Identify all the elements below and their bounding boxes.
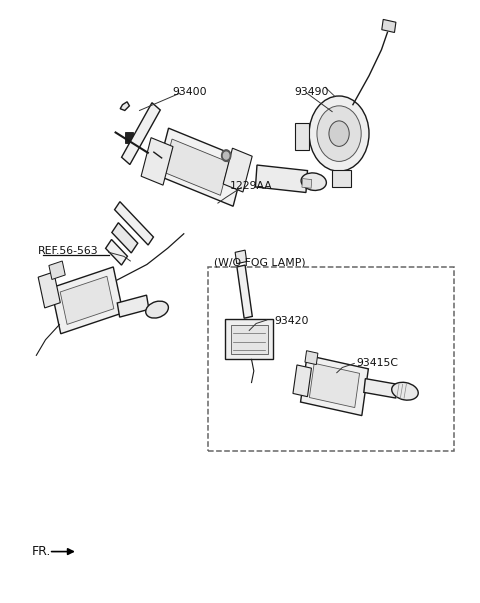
Ellipse shape bbox=[146, 301, 168, 318]
Bar bbox=[208, 267, 454, 451]
Text: 1229AA: 1229AA bbox=[230, 181, 273, 191]
Polygon shape bbox=[382, 19, 396, 33]
Polygon shape bbox=[293, 365, 312, 397]
Polygon shape bbox=[332, 170, 350, 188]
Polygon shape bbox=[106, 239, 127, 265]
Text: 93415C: 93415C bbox=[357, 358, 398, 368]
Text: 93490: 93490 bbox=[294, 87, 329, 97]
Polygon shape bbox=[164, 139, 229, 195]
Circle shape bbox=[309, 96, 369, 171]
Polygon shape bbox=[305, 351, 318, 365]
Text: (W/O FOG LAMP): (W/O FOG LAMP) bbox=[214, 258, 305, 268]
Polygon shape bbox=[121, 103, 160, 165]
Polygon shape bbox=[112, 223, 138, 253]
Text: REF.56-563: REF.56-563 bbox=[38, 246, 99, 256]
Polygon shape bbox=[117, 295, 149, 317]
Polygon shape bbox=[310, 364, 360, 408]
Polygon shape bbox=[302, 178, 312, 188]
Ellipse shape bbox=[301, 173, 326, 191]
Polygon shape bbox=[156, 128, 245, 206]
Polygon shape bbox=[364, 379, 397, 398]
Circle shape bbox=[329, 121, 349, 147]
Circle shape bbox=[222, 150, 231, 162]
Circle shape bbox=[223, 152, 229, 159]
Text: 93400: 93400 bbox=[172, 87, 206, 97]
Polygon shape bbox=[49, 261, 65, 279]
Polygon shape bbox=[141, 137, 173, 185]
Polygon shape bbox=[237, 265, 252, 318]
Polygon shape bbox=[223, 148, 252, 192]
Polygon shape bbox=[115, 201, 154, 245]
Text: FR.: FR. bbox=[32, 545, 51, 558]
Polygon shape bbox=[235, 250, 247, 264]
Circle shape bbox=[317, 106, 361, 162]
Polygon shape bbox=[300, 355, 368, 415]
Ellipse shape bbox=[392, 382, 418, 400]
Polygon shape bbox=[231, 324, 268, 353]
Polygon shape bbox=[225, 319, 274, 359]
Polygon shape bbox=[255, 165, 308, 192]
Polygon shape bbox=[295, 124, 309, 150]
Polygon shape bbox=[38, 272, 60, 308]
Text: 93420: 93420 bbox=[275, 315, 309, 326]
Polygon shape bbox=[51, 267, 123, 333]
Bar bbox=[125, 133, 133, 143]
Polygon shape bbox=[60, 276, 114, 324]
Polygon shape bbox=[120, 102, 130, 110]
